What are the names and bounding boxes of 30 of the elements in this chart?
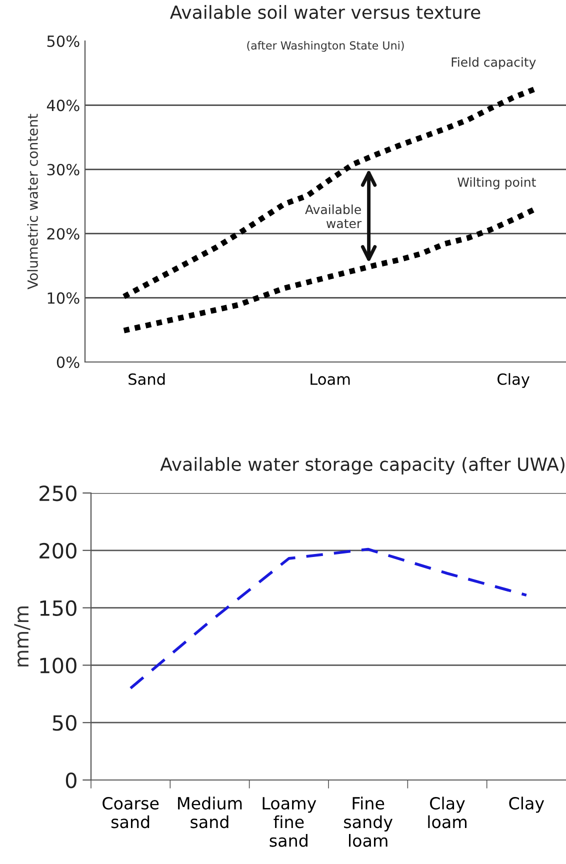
y-tick-label: 0 (66, 772, 76, 788)
y-tick-label: 0% (56, 356, 80, 368)
chart-title: Available soil water versus texture (170, 5, 480, 20)
x-tick-label: Sand (128, 373, 165, 385)
y-tick-label: 30% (47, 164, 80, 176)
annotation: Available water (305, 204, 362, 228)
x-tick-label: Medium sand (178, 796, 242, 828)
x-tick-label: Coarse sand (102, 796, 159, 828)
y-tick-label: 40% (46, 100, 80, 112)
y-tick-label: 10% (48, 292, 80, 304)
x-tick-label: Clay (498, 373, 530, 388)
x-tick-label: Fine sandy loam (344, 796, 393, 847)
chart-title: Available water storage capacity (after UWA) (160, 457, 564, 475)
y-tick-label: 50% (47, 35, 80, 48)
x-tick-label: Clay (509, 796, 544, 813)
y-tick-label: 250 (40, 485, 76, 502)
y-tick-label: 200 (40, 542, 76, 559)
x-tick-label: Clay loam (428, 796, 466, 828)
y-axis-title: mm/m (14, 606, 30, 666)
chart-subtitle: (after Washington State Uni) (247, 41, 404, 52)
x-tick-label: Loam (310, 374, 350, 385)
y-tick-label: 20% (47, 228, 80, 240)
series-label: Wilting point (458, 177, 536, 190)
y-tick-label: 100 (40, 658, 76, 674)
x-tick-label: Loamy fine sand (262, 797, 316, 847)
y-tick-label: 150 (40, 600, 76, 616)
y-axis-title: Volumetric water content (27, 114, 38, 290)
series-label: Field capacity (452, 57, 536, 70)
y-tick-label: 50 (52, 715, 76, 731)
line-series (129, 548, 528, 690)
